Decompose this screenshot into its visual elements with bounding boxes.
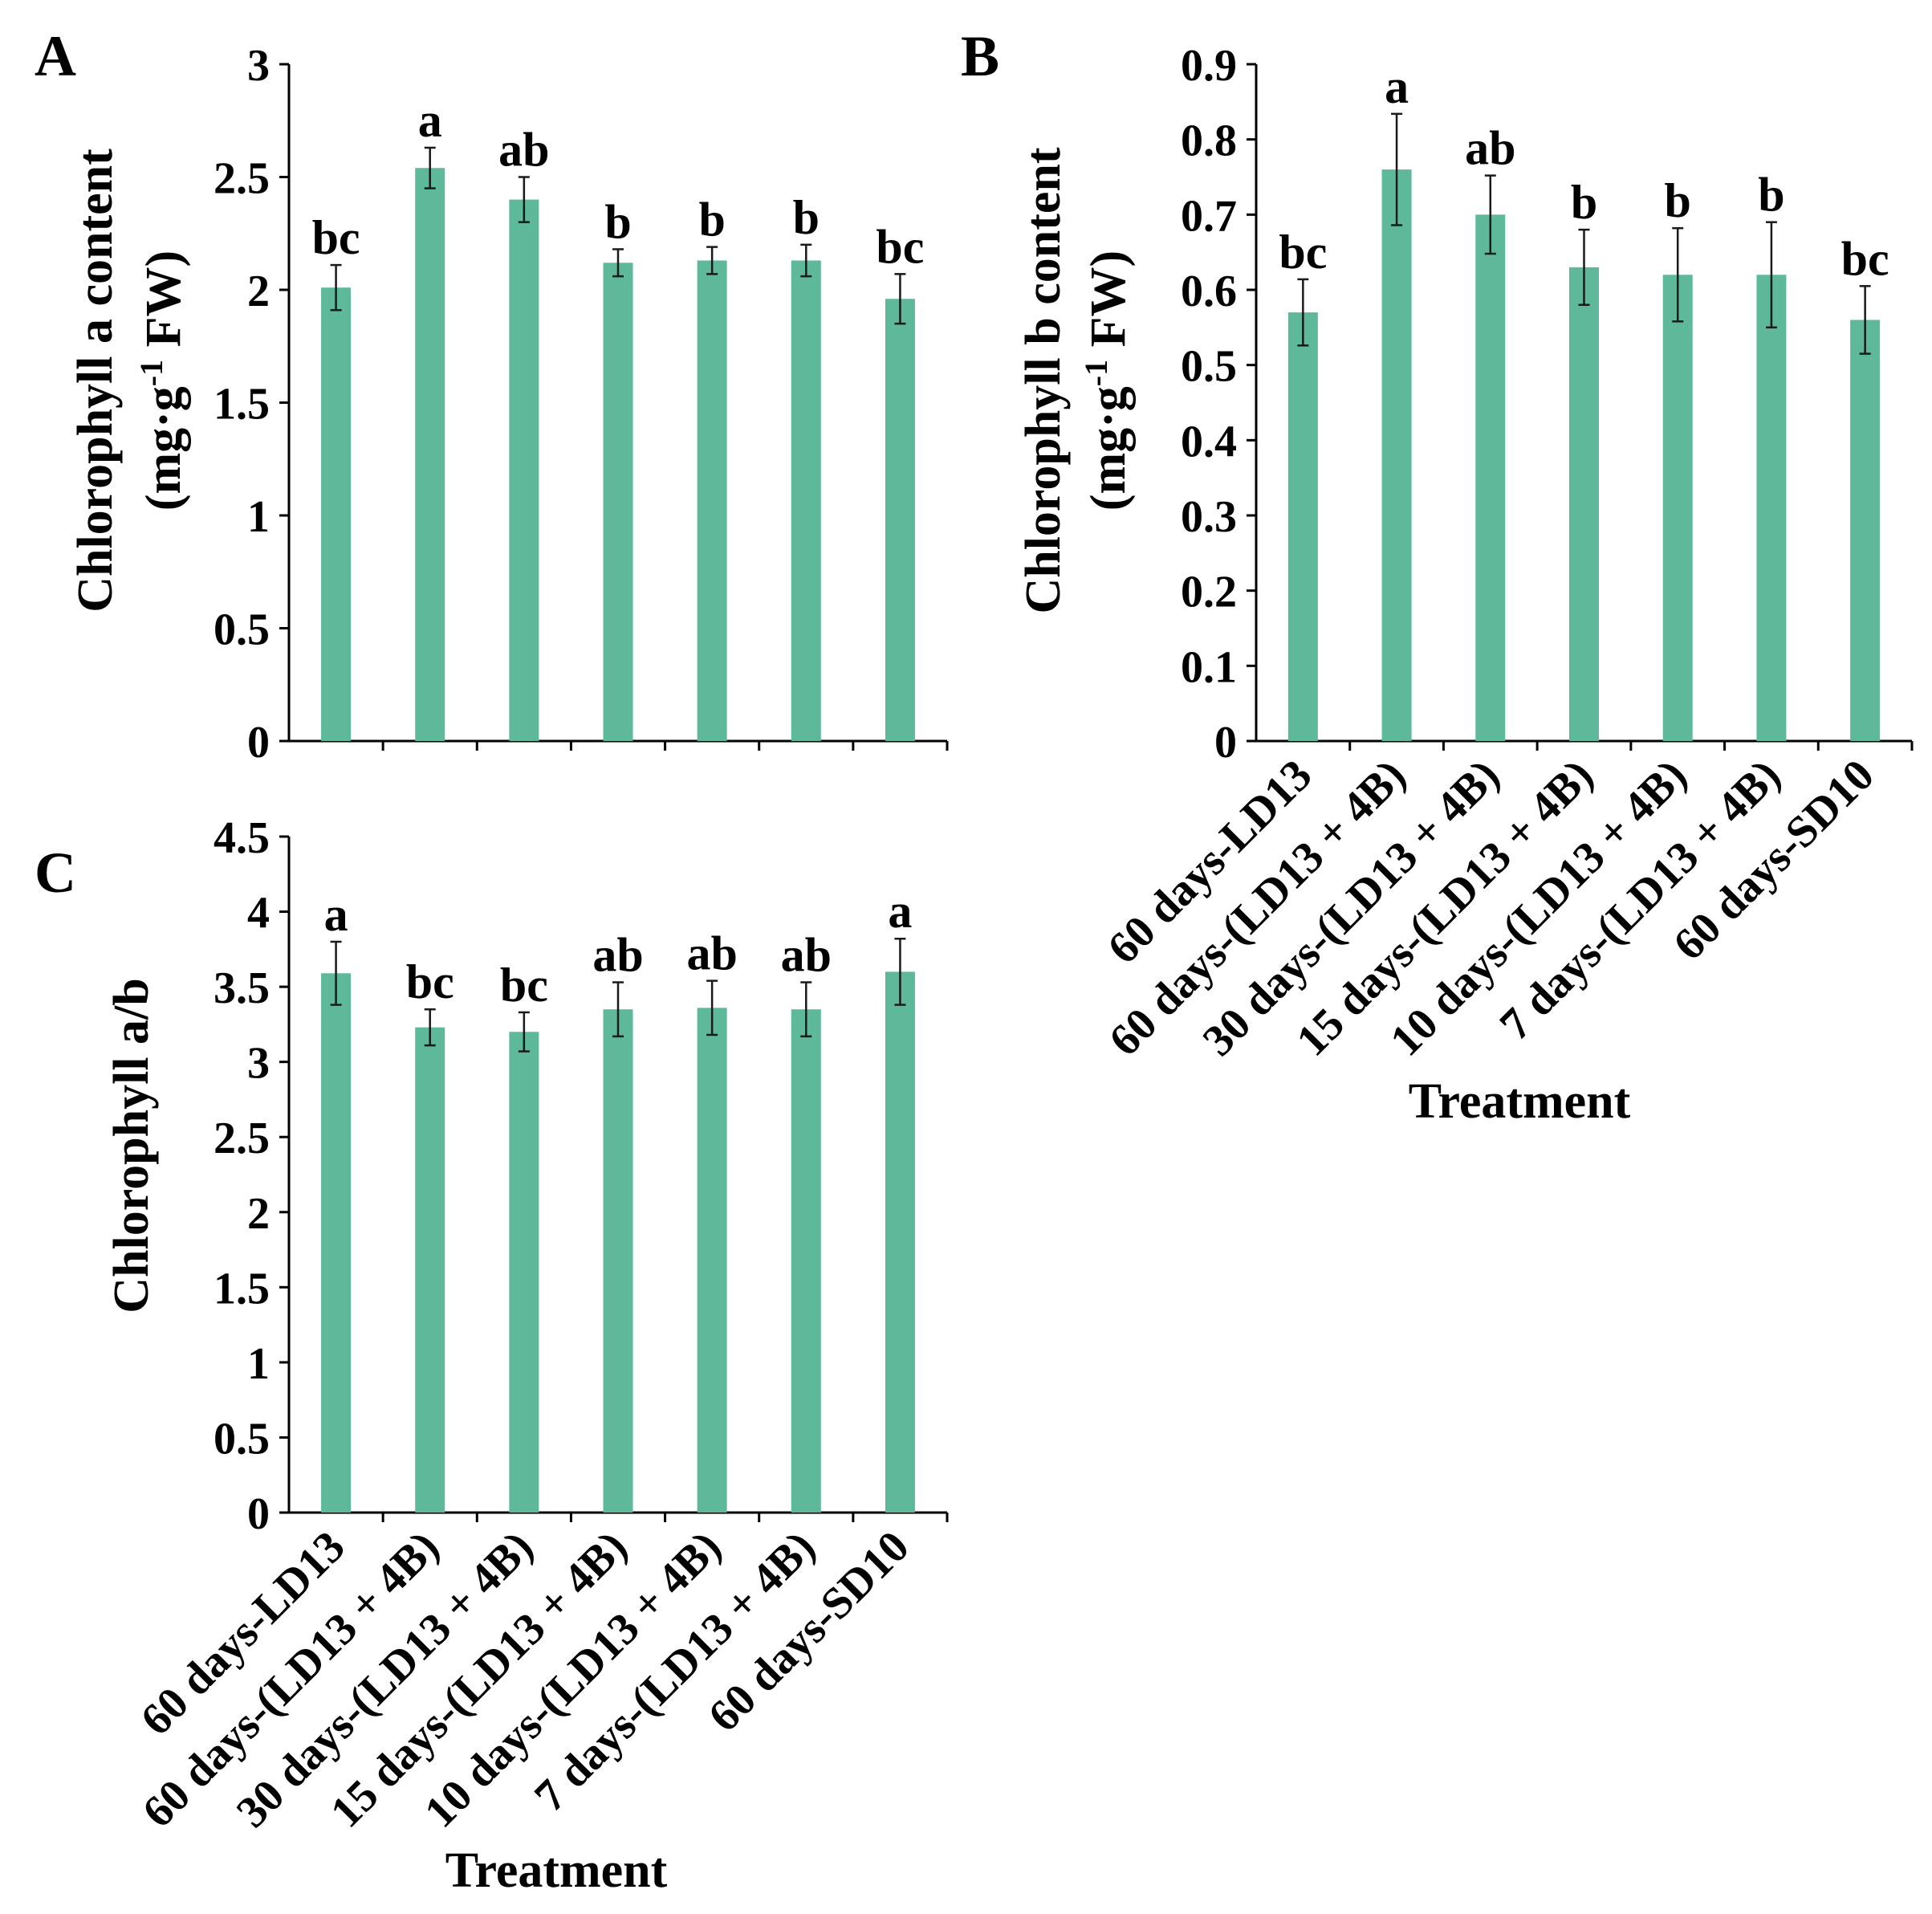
y-tick-label: 0.5 — [214, 605, 270, 655]
y-tick-label: 0 — [247, 1489, 270, 1539]
significance-label: b — [604, 195, 631, 248]
y-tick-label: 4.5 — [214, 813, 270, 863]
significance-label: bc — [312, 211, 360, 264]
y-tick-label: 1 — [247, 492, 270, 542]
y-axis-title: Chlorophyll b content — [1016, 147, 1071, 613]
y-tick-label: 3 — [247, 41, 270, 91]
y-tick-label: 0 — [247, 718, 270, 768]
significance-label: a — [1385, 60, 1409, 113]
panel-a: A 0 0.5 1 1.5 2 2.5 3 bc a ab b b b bc Chlorophyll a co… — [35, 24, 949, 768]
significance-label: ab — [781, 928, 832, 981]
bar — [1287, 312, 1318, 742]
bar — [415, 1027, 445, 1513]
significance-label: ab — [686, 927, 737, 980]
unit-suffix: FW) — [1081, 250, 1136, 360]
y-axis-title: Chlorophyll a/b — [104, 978, 159, 1313]
bar — [321, 287, 352, 741]
significance-label: ab — [592, 928, 643, 981]
bar — [1381, 169, 1412, 742]
bar — [321, 973, 352, 1513]
bar — [697, 260, 727, 742]
y-tick-label: 2.5 — [214, 154, 270, 204]
bar — [791, 260, 821, 742]
significance-label: a — [324, 888, 348, 941]
y-tick-label: 0 — [1214, 718, 1237, 768]
bar — [885, 971, 915, 1513]
y-tick-label: 2.5 — [214, 1114, 270, 1163]
significance-label: a — [888, 885, 912, 938]
bar — [509, 199, 539, 742]
y-tick-label: 0.6 — [1181, 267, 1237, 316]
significance-label: ab — [498, 124, 549, 177]
significance-label: bc — [406, 955, 454, 1008]
significance-label: b — [793, 191, 820, 244]
bar — [1756, 275, 1787, 741]
bar — [885, 299, 915, 741]
significance-label: ab — [1465, 122, 1515, 175]
y-tick-label: 0.8 — [1181, 116, 1237, 166]
y-tick-label: 2 — [247, 267, 270, 316]
bar — [509, 1032, 539, 1513]
significance-label: b — [698, 193, 725, 246]
significance-label: bc — [876, 220, 924, 273]
unit-exponent: -1 — [133, 360, 169, 386]
y-axis-title: Chlorophyll a content — [68, 149, 123, 613]
y-tick-label: 1 — [247, 1339, 270, 1389]
significance-label: bc — [1841, 232, 1889, 285]
y-tick-label: 3.5 — [214, 963, 270, 1013]
y-tick-label: 3 — [247, 1039, 270, 1089]
unit-prefix: (mg·g — [1081, 386, 1136, 511]
bar — [603, 1009, 633, 1513]
y-tick-label: 0.5 — [1181, 342, 1237, 392]
x-axis-title: Treatment — [1409, 1074, 1631, 1129]
significance-label: bc — [1279, 226, 1327, 279]
bar — [603, 263, 633, 741]
bar — [1850, 320, 1881, 741]
panel-label: C — [35, 841, 76, 905]
bar — [1475, 214, 1506, 741]
bar — [415, 168, 445, 741]
panel-label: B — [961, 24, 999, 88]
y-tick-label: 1.5 — [214, 1264, 270, 1313]
y-tick-label: 2 — [247, 1189, 270, 1239]
y-axis-unit: (mg·g-1 FW) — [1078, 250, 1136, 511]
x-axis-title: Treatment — [445, 1843, 668, 1898]
y-tick-label: 4 — [247, 889, 270, 939]
bar — [791, 1009, 821, 1513]
significance-label: b — [1758, 169, 1784, 222]
y-tick-label: 0.7 — [1181, 191, 1237, 241]
unit-suffix: FW) — [136, 250, 191, 360]
y-tick-label: 1.5 — [214, 380, 270, 430]
y-tick-label: 0.1 — [1181, 642, 1237, 692]
bar — [1569, 267, 1599, 741]
y-axis-unit: (mg·g-1 FW) — [133, 250, 191, 511]
bar — [697, 1008, 727, 1513]
y-tick-label: 0.2 — [1181, 568, 1237, 617]
y-tick-label: 0.4 — [1181, 417, 1237, 466]
bar — [1662, 275, 1693, 741]
significance-label: b — [1571, 176, 1597, 229]
y-tick-label: 0.5 — [214, 1414, 270, 1464]
unit-prefix: (mg·g — [136, 386, 191, 511]
significance-label: a — [418, 94, 442, 147]
y-tick-label: 0.3 — [1181, 492, 1237, 542]
unit-exponent: -1 — [1078, 360, 1114, 386]
panel-label: A — [35, 24, 76, 88]
significance-label: bc — [500, 959, 548, 1012]
y-tick-label: 0.9 — [1181, 41, 1237, 91]
significance-label: b — [1665, 174, 1691, 227]
